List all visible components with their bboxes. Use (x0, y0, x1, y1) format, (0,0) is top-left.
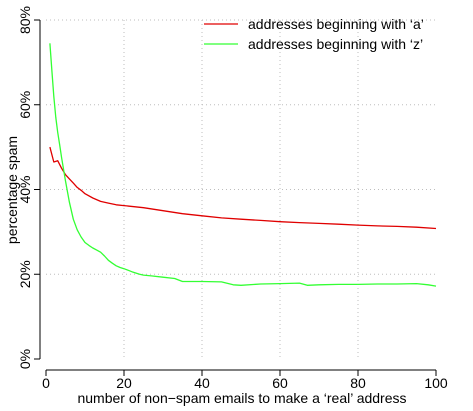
x-axis-title: number of non−spam emails to make a ‘rea… (77, 390, 406, 406)
grid (46, 19, 436, 359)
axes (39, 20, 436, 371)
legend-label-1: addresses beginning with ‘a’ (248, 16, 424, 32)
x-tick-label: 0 (42, 375, 50, 391)
x-tick-label: 40 (194, 375, 210, 391)
legend: addresses beginning with ‘a’ addresses be… (204, 16, 424, 52)
x-tick-label: 60 (272, 375, 288, 391)
ticks: 0 20 40 60 80 100 0% 20% 40% 60% 80% (17, 6, 448, 391)
x-tick-label: 80 (350, 375, 366, 391)
y-tick-label: 20% (17, 260, 33, 288)
y-tick-label: 80% (17, 6, 33, 34)
series-line-2 (49, 43, 437, 287)
y-axis-title: percentage spam (4, 136, 20, 244)
x-tick-label: 100 (424, 375, 448, 391)
y-tick-label: 40% (17, 175, 33, 203)
y-tick-label: 60% (17, 91, 33, 119)
series-lines (49, 43, 437, 287)
legend-label-2: addresses beginning with ‘z’ (248, 36, 423, 52)
y-tick-label: 0% (17, 349, 33, 369)
series-line-1 (49, 146, 437, 230)
x-tick-label: 20 (116, 375, 132, 391)
